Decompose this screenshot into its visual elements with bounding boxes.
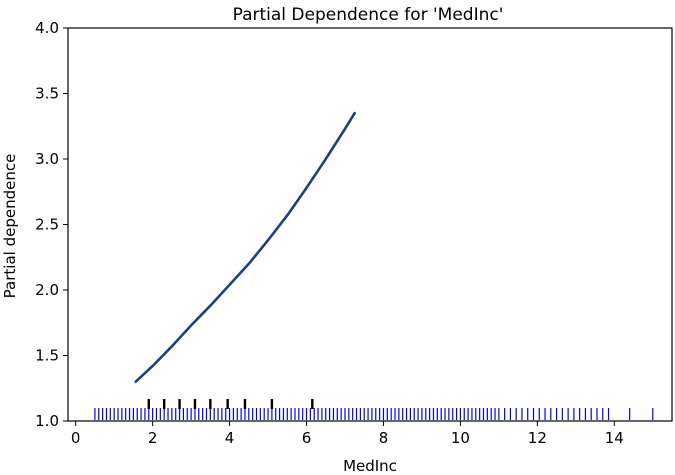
series-line bbox=[134, 111, 356, 384]
x-tick-label: 2 bbox=[148, 429, 158, 447]
y-tick-label: 4.0 bbox=[35, 19, 59, 37]
y-tick-label: 3.5 bbox=[35, 85, 59, 103]
x-tick-label: 14 bbox=[605, 429, 624, 447]
x-tick-label: 4 bbox=[225, 429, 235, 447]
plot-area bbox=[67, 27, 673, 422]
x-axis: 0 2 4 6 8 10 12 14 bbox=[71, 421, 624, 447]
x-tick-label: 8 bbox=[379, 429, 389, 447]
x-tick-label: 6 bbox=[302, 429, 312, 447]
y-axis: 1.0 1.5 2.0 2.5 3.0 3.5 4.0 bbox=[35, 19, 68, 430]
decile-markers bbox=[147, 399, 314, 409]
y-tick-label: 2.0 bbox=[35, 281, 59, 299]
chart-title: Partial Dependence for 'MedInc' bbox=[233, 5, 504, 25]
y-tick-label: 2.5 bbox=[35, 216, 59, 234]
y-tick-label: 1.5 bbox=[35, 347, 59, 365]
y-tick-label: 1.0 bbox=[35, 412, 59, 430]
x-tick-label: 0 bbox=[71, 429, 81, 447]
y-tick-label: 3.0 bbox=[35, 150, 59, 168]
x-axis-label: MedInc bbox=[343, 457, 397, 475]
y-axis-label: Partial dependence bbox=[1, 154, 19, 299]
x-tick-label: 12 bbox=[528, 429, 547, 447]
rug-plot bbox=[94, 408, 654, 420]
plot-frame bbox=[67, 27, 673, 422]
line-layer bbox=[134, 111, 356, 384]
x-tick-label: 10 bbox=[451, 429, 470, 447]
